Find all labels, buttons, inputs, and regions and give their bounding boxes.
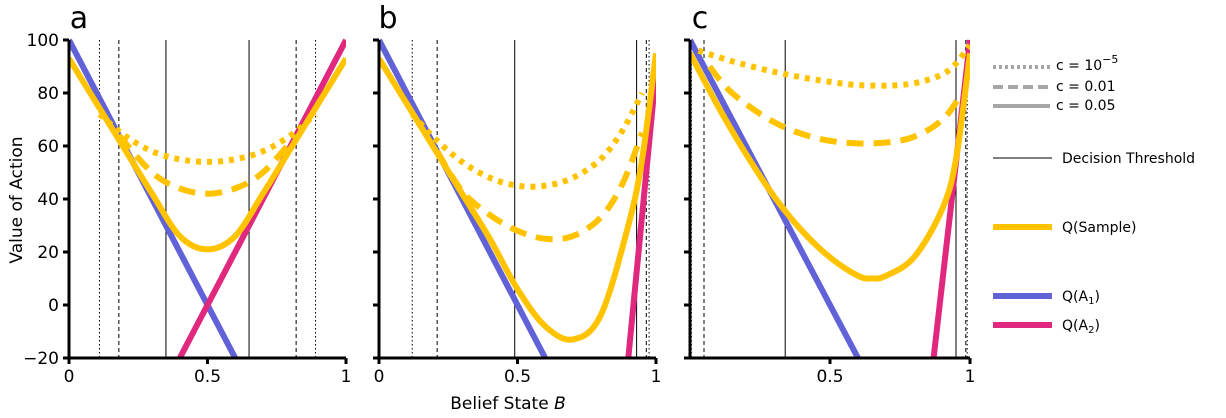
plot-area [690,38,970,358]
y-tick-label: 0 [48,296,59,316]
x-tick-label: 1 [965,367,976,387]
legend-a2-close: ) [1094,318,1099,334]
x-tick-label: 0.5 [816,367,843,387]
legend-label-threshold: Decision Threshold [1062,151,1195,167]
legend-a1-close: ) [1094,289,1099,305]
x-axis-label-variable: B [554,394,566,414]
y-tick-label: 100 [27,31,59,51]
panel-letter: c [692,1,709,36]
x-axis-label: Belief State B [450,394,566,414]
legend-label-c-mid: c = 0.01 [1056,79,1116,95]
y-tick-label: 60 [37,137,59,157]
series-sample-dotted [410,91,645,190]
series-sample-solid [379,52,656,343]
panel-c: 0.5 1 c [684,1,975,387]
legend: c = 10−5 c = 0.01 c = 0.05 Decision Thre… [993,53,1195,336]
legend-a1-sub: 1 [1088,296,1094,307]
x-tick-label: 1 [651,367,662,387]
y-tick-label: 40 [37,190,59,210]
x-tick-label: 0.5 [504,367,531,387]
series-sample-dashed [707,64,965,147]
panel-letter: a [70,1,88,36]
series-sample-dashed [116,133,299,197]
series-sample-dotted [97,111,318,165]
panel-b: 0 0.5 1 b [373,1,661,387]
legend-a2-base: Q(A [1062,318,1088,334]
series-sample-solid [690,51,970,282]
y-axis-label: Value of Action [7,136,27,263]
legend-label-sample: Q(Sample) [1062,220,1136,236]
x-axis-label-text: Belief State [450,394,548,414]
x-tick-label: 0 [374,367,385,387]
legend-c-small-exponent: −5 [1102,53,1118,66]
legend-a2-sub: 2 [1088,325,1094,336]
plot-area [69,38,346,358]
legend-c-small-base: c = 10 [1056,58,1102,74]
series-a2 [625,71,656,358]
legend-label-c-large: c = 0.05 [1056,98,1116,114]
y-tick-label: −20 [23,349,59,369]
legend-label-c-small: c = 10−5 [1056,53,1118,74]
legend-a1-base: Q(A [1062,289,1088,305]
y-tick-label: 20 [37,243,59,263]
series-sample-dashed [434,131,645,243]
x-tick-label: 0 [64,367,75,387]
legend-label-a2: Q(A2) [1062,318,1100,336]
plot-area [379,38,656,358]
x-tick-label: 0.5 [194,367,221,387]
x-tick-label: 1 [341,367,352,387]
series-sample-solid [69,56,346,253]
panel-letter: b [378,1,397,36]
y-tick-label: 80 [37,84,59,104]
legend-label-a1: Q(A1) [1062,289,1100,307]
series-sample-dotted [697,43,970,89]
